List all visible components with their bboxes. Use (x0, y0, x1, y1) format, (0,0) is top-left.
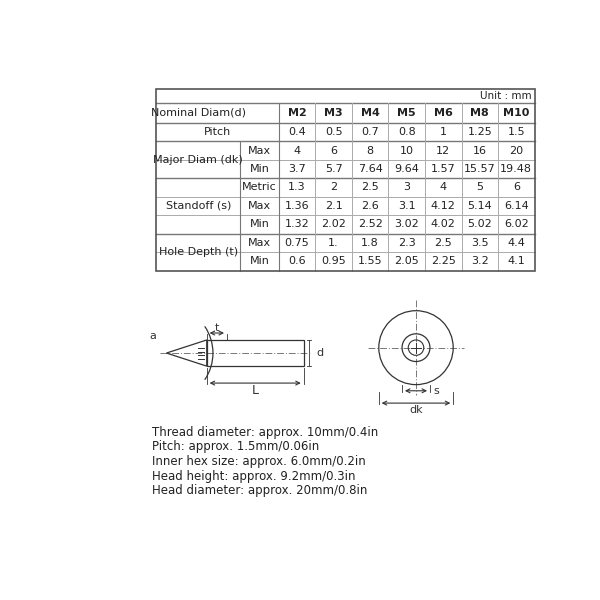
Text: 2: 2 (330, 182, 337, 193)
Text: 5.02: 5.02 (467, 220, 492, 229)
Bar (207, 340, 304, 366)
Text: 0.6: 0.6 (288, 256, 306, 266)
Text: Head height: approx. 9.2mm/0.3in: Head height: approx. 9.2mm/0.3in (152, 470, 356, 483)
Text: 0.7: 0.7 (361, 127, 379, 137)
Text: 4: 4 (440, 182, 447, 193)
Text: M2: M2 (288, 108, 307, 118)
Text: M10: M10 (503, 108, 529, 118)
Text: 1.36: 1.36 (285, 201, 310, 211)
Text: 4: 4 (293, 146, 301, 155)
Text: Thread diameter: approx. 10mm/0.4in: Thread diameter: approx. 10mm/0.4in (152, 426, 379, 439)
Text: 0.5: 0.5 (325, 127, 343, 137)
Text: 1.: 1. (328, 238, 339, 248)
Text: 2.25: 2.25 (431, 256, 455, 266)
Text: 1.57: 1.57 (431, 164, 455, 174)
Text: 4.12: 4.12 (431, 201, 455, 211)
Text: 0.75: 0.75 (285, 238, 310, 248)
Text: Nominal Diam(d): Nominal Diam(d) (151, 108, 246, 118)
Text: M6: M6 (434, 108, 452, 118)
Text: 9.64: 9.64 (394, 164, 419, 174)
Text: 3.5: 3.5 (471, 238, 488, 248)
Text: 12: 12 (436, 146, 450, 155)
Text: 2.05: 2.05 (394, 256, 419, 266)
Text: 19.48: 19.48 (500, 164, 532, 174)
Text: 6.14: 6.14 (504, 201, 529, 211)
Text: M5: M5 (397, 108, 416, 118)
Text: 0.8: 0.8 (398, 127, 416, 137)
Text: 4.1: 4.1 (508, 256, 525, 266)
Text: 15.57: 15.57 (464, 164, 496, 174)
Text: d: d (316, 348, 323, 358)
Text: M4: M4 (361, 108, 380, 118)
Text: 20: 20 (509, 146, 523, 155)
Text: s: s (433, 386, 439, 396)
Text: a: a (149, 331, 156, 341)
Text: 2.5: 2.5 (434, 238, 452, 248)
Text: 6: 6 (330, 146, 337, 155)
Text: 3.7: 3.7 (288, 164, 306, 174)
Text: Max: Max (248, 201, 271, 211)
Text: Pitch: Pitch (204, 127, 231, 137)
Text: 3: 3 (403, 182, 410, 193)
Text: Min: Min (250, 256, 269, 266)
Text: 1.5: 1.5 (508, 127, 525, 137)
Text: 2.52: 2.52 (358, 220, 383, 229)
Text: L: L (251, 383, 259, 397)
Text: Metric: Metric (242, 182, 277, 193)
Text: Hole Depth (t): Hole Depth (t) (158, 247, 238, 257)
Bar (157, 89, 535, 271)
Text: 4.02: 4.02 (431, 220, 455, 229)
Text: 1.55: 1.55 (358, 256, 382, 266)
Text: Pitch: approx. 1.5mm/0.06in: Pitch: approx. 1.5mm/0.06in (152, 440, 320, 454)
Text: 0.4: 0.4 (288, 127, 306, 137)
Text: Major Diam (dk): Major Diam (dk) (154, 155, 243, 165)
Text: 3.1: 3.1 (398, 201, 416, 211)
Text: 16: 16 (473, 146, 487, 155)
Text: Min: Min (250, 220, 269, 229)
Text: Inner hex size: approx. 6.0mm/0.2in: Inner hex size: approx. 6.0mm/0.2in (152, 455, 366, 468)
Text: M8: M8 (470, 108, 489, 118)
Text: Unit : mm: Unit : mm (480, 91, 532, 101)
Text: 5: 5 (476, 182, 483, 193)
Text: 8: 8 (367, 146, 374, 155)
Text: 3.02: 3.02 (394, 220, 419, 229)
Text: 2.5: 2.5 (361, 182, 379, 193)
Text: 0.95: 0.95 (321, 256, 346, 266)
Text: 5.14: 5.14 (467, 201, 492, 211)
Text: 1.3: 1.3 (288, 182, 306, 193)
Text: 6: 6 (513, 182, 520, 193)
Text: 5.7: 5.7 (325, 164, 343, 174)
Text: 4.4: 4.4 (508, 238, 525, 248)
Text: Max: Max (248, 238, 271, 248)
Text: Max: Max (248, 146, 271, 155)
Text: Head diameter: approx. 20mm/0.8in: Head diameter: approx. 20mm/0.8in (152, 484, 368, 497)
Text: 2.02: 2.02 (321, 220, 346, 229)
Text: 1: 1 (440, 127, 447, 137)
Text: Standoff (s): Standoff (s) (166, 201, 231, 211)
Text: 10: 10 (400, 146, 414, 155)
Text: 1.25: 1.25 (467, 127, 492, 137)
Text: dk: dk (409, 405, 423, 415)
Text: Min: Min (250, 164, 269, 174)
Text: t: t (215, 323, 219, 332)
Text: 2.6: 2.6 (361, 201, 379, 211)
Text: 2.3: 2.3 (398, 238, 416, 248)
Text: 6.02: 6.02 (504, 220, 529, 229)
Text: 2.1: 2.1 (325, 201, 343, 211)
Text: 3.2: 3.2 (471, 256, 488, 266)
Text: 1.32: 1.32 (285, 220, 310, 229)
Text: 7.64: 7.64 (358, 164, 383, 174)
Text: 1.8: 1.8 (361, 238, 379, 248)
Text: M3: M3 (325, 108, 343, 118)
